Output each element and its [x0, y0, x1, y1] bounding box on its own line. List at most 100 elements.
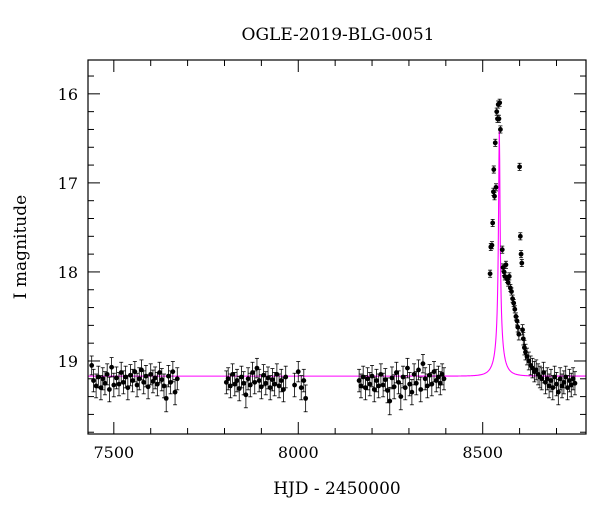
data-point — [487, 269, 493, 278]
data-point — [89, 355, 95, 376]
data-point — [106, 376, 112, 403]
plot-frame — [87, 59, 587, 435]
data-point — [519, 259, 525, 267]
plot-area: 7500 8000 8500 16 17 18 19 — [58, 59, 587, 462]
data-point — [492, 192, 497, 201]
data-point — [358, 373, 364, 399]
data-point — [520, 324, 525, 336]
x-tick-label: 7500 — [93, 443, 134, 462]
data-point — [301, 368, 307, 393]
data-point — [498, 125, 503, 134]
data-point — [496, 114, 502, 123]
data-point — [270, 368, 275, 392]
data-point — [427, 364, 432, 387]
data-point — [170, 361, 176, 383]
data-point — [295, 361, 301, 383]
data-point — [431, 361, 437, 383]
data-point — [252, 370, 258, 395]
data-point — [134, 372, 140, 398]
model-curve-layer — [88, 129, 586, 377]
data-point — [517, 232, 523, 241]
data-point — [258, 374, 264, 400]
data-point — [121, 370, 126, 395]
data-point — [91, 368, 96, 393]
data-point — [402, 375, 408, 401]
data-point — [128, 364, 133, 387]
x-tick-label: 8000 — [278, 443, 319, 462]
data-point — [254, 357, 260, 379]
data-point — [365, 367, 371, 391]
data-point — [163, 384, 169, 413]
data-point — [489, 241, 495, 250]
data-point — [499, 245, 505, 254]
y-tick-label: 17 — [58, 174, 78, 193]
data-point — [405, 357, 410, 379]
data-point — [298, 375, 304, 401]
data-point — [256, 368, 262, 393]
data-point — [503, 260, 509, 269]
data-point — [518, 250, 524, 259]
data-point — [369, 364, 375, 388]
data-point — [568, 372, 574, 398]
data-point — [409, 379, 415, 406]
data-point — [250, 361, 255, 384]
data-point — [490, 218, 496, 227]
data-point — [272, 372, 278, 397]
y-tick-label: 19 — [58, 352, 78, 371]
data-point — [393, 361, 399, 384]
model-curve — [88, 129, 586, 377]
data-point — [572, 371, 578, 396]
data-point — [150, 369, 156, 394]
data-point — [520, 332, 526, 346]
data-point — [387, 386, 393, 416]
data-point — [391, 374, 397, 400]
axis-ticks: 7500 8000 8500 16 17 18 19 — [58, 60, 586, 462]
data-point — [230, 363, 236, 386]
data-point — [159, 368, 165, 392]
data-point — [276, 373, 282, 399]
data-point — [494, 107, 500, 116]
x-axis-label: HJD - 2450000 — [273, 479, 401, 499]
data-point — [152, 366, 158, 390]
data-point — [303, 384, 309, 413]
y-axis-label: I magnitude — [11, 195, 31, 299]
data-point — [416, 359, 421, 381]
data-point — [418, 376, 424, 403]
data-point — [398, 383, 404, 411]
data-point — [356, 368, 362, 393]
data-point — [174, 367, 180, 391]
data-point — [236, 375, 242, 402]
data-point — [243, 381, 249, 409]
chart-title: OGLE-2019-BLG-0051 — [242, 25, 435, 45]
x-tick-label: 8500 — [462, 443, 503, 462]
data-point — [515, 321, 521, 333]
data-point — [292, 372, 297, 398]
data-point — [376, 373, 382, 399]
data-point — [283, 365, 289, 389]
data-point — [245, 367, 251, 391]
y-tick-label: 18 — [58, 263, 78, 282]
data-point — [261, 364, 266, 387]
data-point — [516, 328, 522, 341]
data-point — [517, 162, 522, 171]
data-point — [263, 371, 269, 396]
data-point — [278, 368, 284, 393]
data-point — [111, 372, 117, 398]
data-point — [420, 354, 426, 374]
data-point — [104, 363, 110, 386]
data-point — [506, 272, 512, 281]
data-point — [374, 368, 379, 393]
data-point — [433, 368, 439, 393]
data-point — [93, 373, 99, 399]
data-point — [118, 361, 124, 384]
data-point — [114, 366, 119, 390]
data-point — [493, 183, 499, 192]
data-point — [380, 372, 386, 398]
data-point — [232, 372, 238, 397]
data-point — [439, 363, 445, 386]
data-point — [378, 363, 384, 386]
data-point — [441, 367, 447, 391]
observations-layer — [89, 98, 578, 416]
data-point — [130, 368, 136, 393]
